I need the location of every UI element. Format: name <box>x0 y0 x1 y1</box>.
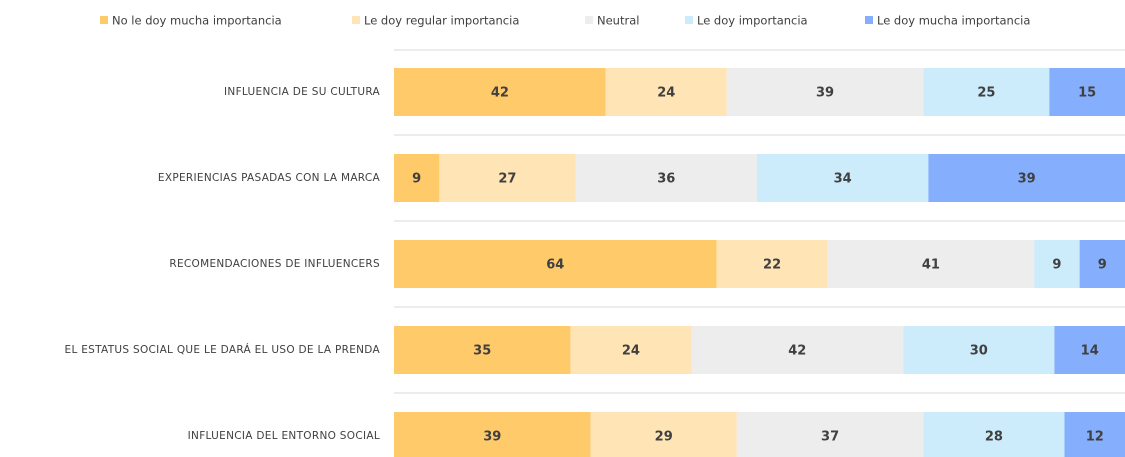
bar-segment <box>394 154 440 202</box>
data-label: 22 <box>763 258 781 273</box>
data-label: 9 <box>1098 258 1107 273</box>
data-label: 14 <box>1081 344 1099 359</box>
data-label: 39 <box>816 86 834 101</box>
legend-swatch <box>352 16 360 24</box>
data-label: 12 <box>1086 430 1104 445</box>
data-label: 39 <box>1018 172 1036 187</box>
bar-segment <box>1054 326 1125 374</box>
bar-segment <box>1079 240 1125 288</box>
data-label: 35 <box>473 344 491 359</box>
legend-label: Neutral <box>597 14 639 28</box>
category-label: EL ESTATUS SOCIAL QUE LE DARÁ EL USO DE … <box>65 343 381 356</box>
bar-segment <box>903 326 1055 374</box>
bar-segment <box>726 68 924 116</box>
bar-segment <box>827 240 1035 288</box>
data-label: 39 <box>483 430 501 445</box>
legend-swatch <box>100 16 108 24</box>
bar-segment <box>394 240 717 288</box>
bar-segment <box>923 412 1065 457</box>
bar-segment <box>394 68 606 116</box>
bar-segment <box>736 412 924 457</box>
data-label: 30 <box>970 344 988 359</box>
bar-segment <box>590 412 737 457</box>
legend-swatch <box>685 16 693 24</box>
data-label: 9 <box>1052 258 1061 273</box>
data-label: 25 <box>977 86 995 101</box>
legend-swatch <box>585 16 593 24</box>
bar-segment <box>691 326 904 374</box>
legend-label: No le doy mucha importancia <box>112 14 282 28</box>
bar-segment <box>570 326 692 374</box>
data-label: 41 <box>922 258 940 273</box>
bar-segment <box>716 240 828 288</box>
legend-label: Le doy importancia <box>697 14 808 28</box>
legend-swatch <box>865 16 873 24</box>
row-separators <box>394 49 1125 394</box>
bar-segment <box>1049 68 1125 116</box>
data-label: 24 <box>622 344 640 359</box>
bar-segment <box>1034 240 1080 288</box>
bar-segment <box>394 326 571 374</box>
data-label: 36 <box>657 172 675 187</box>
category-label: EXPERIENCIAS PASADAS CON LA MARCA <box>158 172 381 184</box>
bar-segment <box>928 154 1125 202</box>
data-label: 34 <box>834 172 852 187</box>
bar-segment <box>923 68 1050 116</box>
data-label: 28 <box>985 430 1003 445</box>
category-label: INFLUENCIA DEL ENTORNO SOCIAL <box>188 430 380 442</box>
bar-segment <box>605 68 727 116</box>
data-label: 37 <box>821 430 839 445</box>
category-label: RECOMENDACIONES DE INFLUENCERS <box>169 258 380 270</box>
data-label: 42 <box>491 86 509 101</box>
bar-segment <box>439 154 576 202</box>
legend-label: Le doy regular importancia <box>364 14 519 28</box>
bar-segment <box>575 154 757 202</box>
data-label: 27 <box>498 172 516 187</box>
data-label: 15 <box>1078 86 1096 101</box>
bar-segment <box>394 412 591 457</box>
bar-segment <box>1064 412 1125 457</box>
data-label: 29 <box>655 430 673 445</box>
category-label: INFLUENCIA DE SU CULTURA <box>224 86 380 98</box>
data-label: 24 <box>657 86 675 101</box>
bar-segment <box>756 154 929 202</box>
data-label: 64 <box>546 258 564 273</box>
data-label: 42 <box>788 344 806 359</box>
data-label: 9 <box>412 172 421 187</box>
legend-label: Le doy mucha importancia <box>877 14 1030 28</box>
